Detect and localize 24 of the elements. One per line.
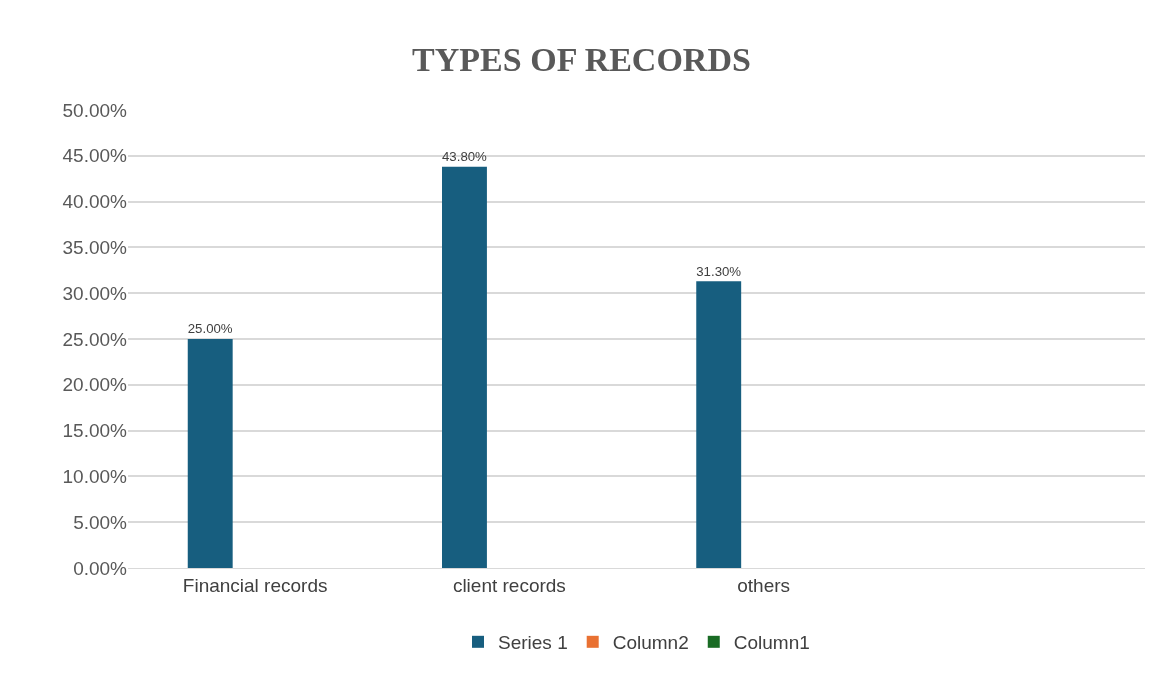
x-tick-label: others [737, 574, 791, 596]
y-tick-label: 0.00% [73, 557, 128, 579]
y-tick-label: 10.00% [62, 466, 128, 488]
x-tick-label: Financial records [182, 574, 328, 596]
chart-title: TYPES OF RECORDS [412, 41, 751, 79]
y-tick-label: 20.00% [62, 374, 128, 396]
data-label: 43.80% [442, 149, 488, 165]
y-tick-label: 40.00% [62, 191, 128, 213]
y-tick-label: 25.00% [62, 328, 128, 350]
y-tick-label: 30.00% [62, 282, 128, 304]
legend-label: Column2 [612, 632, 689, 654]
data-label: 25.00% [187, 321, 233, 337]
y-tick-label: 15.00% [62, 420, 128, 442]
bar [442, 166, 487, 568]
y-tick-label: 5.00% [73, 511, 128, 533]
bar [696, 281, 742, 568]
y-tick-label: 50.00% [62, 99, 128, 121]
y-tick-label: 35.00% [62, 237, 128, 259]
legend-label: Series 1 [498, 632, 568, 654]
legend-label: Column1 [733, 632, 810, 654]
bar [187, 339, 233, 568]
data-label: 31.30% [696, 263, 742, 279]
x-tick-label: client records [452, 574, 566, 596]
y-tick-label: 45.00% [62, 145, 128, 167]
